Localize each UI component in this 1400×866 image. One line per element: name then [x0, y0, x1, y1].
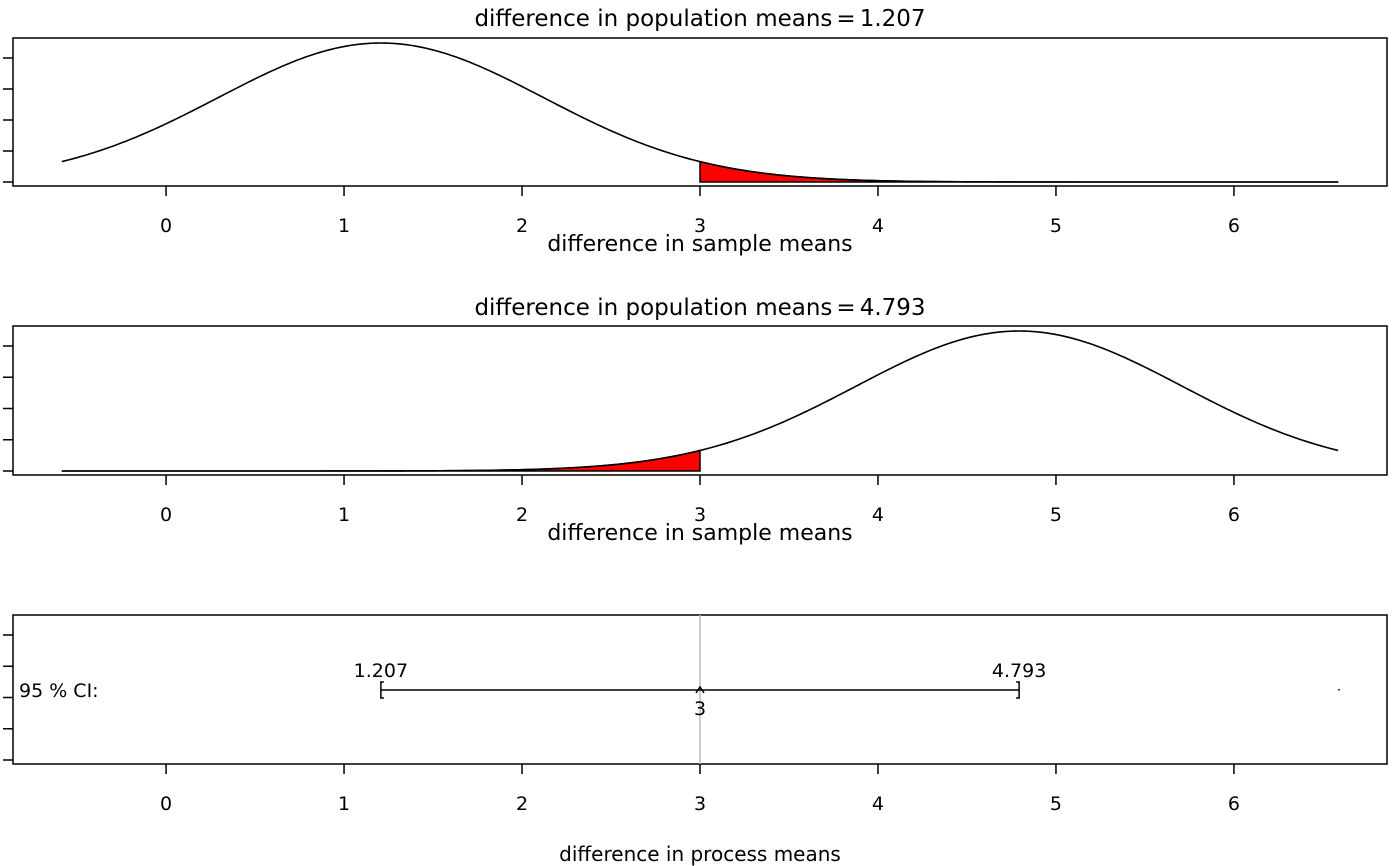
ci-lower-label: 1.207: [354, 660, 408, 682]
x-tick-label: 5: [1050, 504, 1062, 526]
end-mark: [1338, 689, 1340, 691]
y-axis: [3, 57, 13, 183]
sampling-distribution-panel-upper: difference in population means = 4.793 0 1…: [3, 295, 1388, 546]
title-eq: =: [836, 295, 855, 321]
x-tick-label: 2: [516, 215, 528, 237]
x-tick-label: 6: [1228, 215, 1240, 237]
x-tick-label: 2: [516, 793, 528, 815]
confidence-interval-panel: 95 % CI: 1.207 4.793 3 0 1 2 3 4 5 6 dif…: [3, 614, 1388, 866]
ci-lower-bracket: [380, 681, 384, 699]
point-estimate-label: 3: [694, 698, 706, 720]
x-tick-label: 4: [872, 504, 884, 526]
x-axis: 0 1 2 3 4 5 6: [160, 186, 1240, 237]
x-axis-label: difference in sample means: [547, 521, 852, 546]
x-tick-label: 4: [872, 215, 884, 237]
title-value: 4.793: [860, 295, 926, 321]
ci-label: 95 % CI:: [19, 680, 99, 702]
title-text: difference in population means: [474, 6, 832, 32]
panel-title: difference in population means = 1.207: [474, 6, 925, 32]
title-value: 1.207: [860, 6, 926, 32]
x-tick-label: 0: [160, 504, 172, 526]
sampling-distribution-panel-lower: difference in population means = 1.207 0 1…: [3, 6, 1388, 257]
density-curve: [61, 42, 1339, 183]
density-curve: [61, 330, 1339, 472]
x-tick-label: 6: [1228, 504, 1240, 526]
y-axis: [3, 634, 13, 761]
x-tick-label: 1: [338, 504, 350, 526]
y-axis: [3, 345, 13, 472]
ci-upper-label: 4.793: [992, 660, 1046, 682]
x-tick-label: 3: [694, 793, 706, 815]
panel-title: difference in population means = 4.793: [474, 295, 925, 321]
x-tick-label: 4: [872, 793, 884, 815]
x-tick-label: 0: [160, 215, 172, 237]
x-axis: 0 1 2 3 4 5 6: [160, 764, 1240, 815]
title-text: difference in population means: [474, 295, 832, 321]
shaded-tail-area: [61, 449, 701, 472]
x-axis-label: difference in process means: [559, 842, 841, 866]
x-tick-label: 2: [516, 504, 528, 526]
x-axis: 0 1 2 3 4 5 6: [160, 475, 1240, 526]
x-tick-label: 6: [1228, 793, 1240, 815]
x-tick-label: 5: [1050, 793, 1062, 815]
x-tick-label: 1: [338, 215, 350, 237]
x-tick-label: 3: [694, 215, 706, 237]
point-estimate-marker: [695, 685, 705, 694]
x-tick-label: 0: [160, 793, 172, 815]
x-tick-label: 3: [694, 504, 706, 526]
title-eq: =: [836, 6, 855, 32]
x-tick-label: 1: [338, 793, 350, 815]
shaded-tail-area: [699, 160, 1339, 183]
x-axis-label: difference in sample means: [547, 232, 852, 257]
ci-upper-bracket: [1016, 681, 1020, 699]
x-tick-label: 5: [1050, 215, 1062, 237]
